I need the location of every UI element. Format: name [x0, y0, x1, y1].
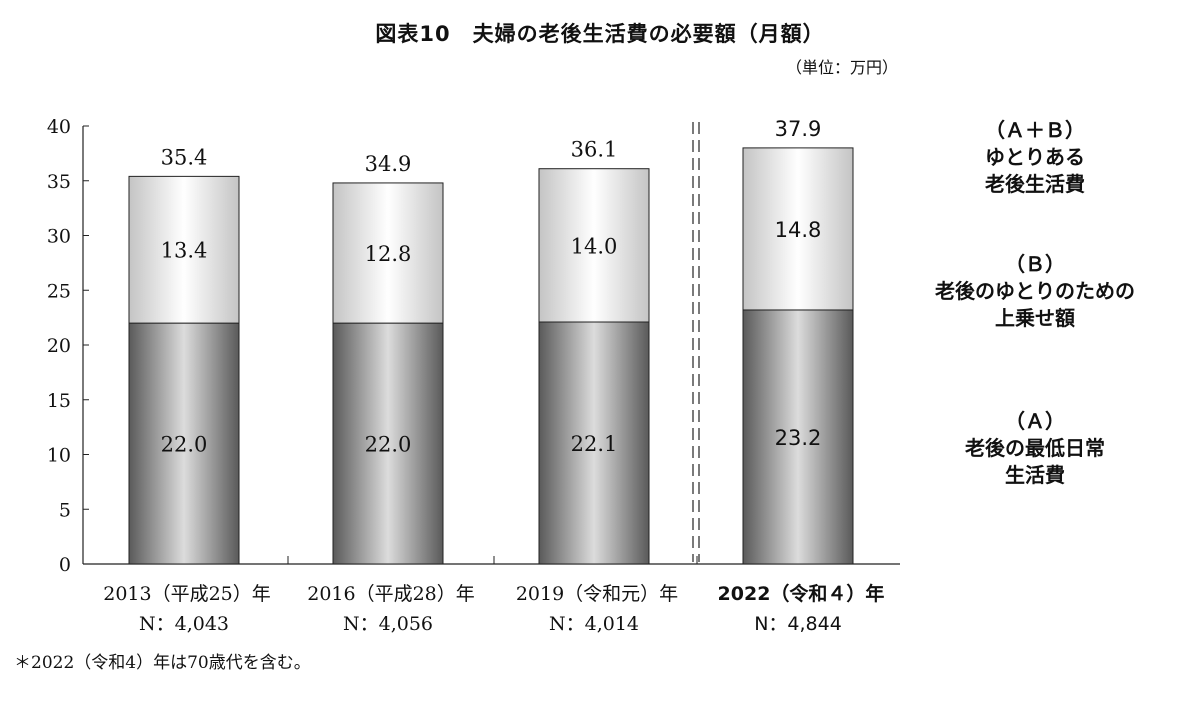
- bar-segment-a: [538, 321, 650, 565]
- data-label-b: 12.8: [365, 242, 412, 266]
- data-label-total: 35.4: [161, 145, 208, 169]
- legend-line: 生活費: [1005, 463, 1065, 487]
- footnote: ＊2022（令和4）年は70歳代を含む。: [14, 653, 311, 673]
- unit-label: （単位：万円）: [785, 58, 898, 77]
- legend-line: 老後生活費: [985, 172, 1085, 196]
- y-tick-label: 40: [47, 116, 71, 138]
- sample-size-label: N：4,056: [343, 613, 433, 635]
- sample-size-label: N：4,014: [549, 613, 639, 635]
- bar-segment-b: [538, 168, 650, 323]
- y-tick-label: 30: [47, 226, 71, 248]
- bar-segment-a: [332, 322, 444, 565]
- sample-size-label: N：4,844: [754, 613, 842, 635]
- data-label-b: 13.4: [161, 239, 208, 263]
- data-label-a: 22.0: [365, 433, 412, 457]
- x-category-label: 2016（平成28）年: [307, 583, 475, 605]
- bar-segment-b: [128, 175, 240, 324]
- y-tick-label: 25: [47, 280, 71, 302]
- x-category-label: 2013（平成25）年: [103, 583, 271, 605]
- x-category-label: 2022（令和４）年: [718, 582, 885, 605]
- data-label-a: 23.2: [775, 426, 822, 450]
- y-tick-label: 10: [47, 445, 71, 467]
- legend-b: （Ｂ） 老後のゆとりのための 上乗せ額: [905, 251, 1165, 332]
- y-tick-label: 5: [59, 499, 71, 521]
- y-tick-label: 20: [47, 335, 71, 357]
- data-label-b: 14.8: [775, 218, 822, 242]
- y-tick-label: 35: [47, 171, 71, 193]
- legend-line: 上乗せ額: [995, 306, 1075, 330]
- data-label-a: 22.1: [571, 432, 618, 456]
- data-label-total: 37.9: [775, 117, 822, 141]
- x-category-label: 2019（令和元）年: [516, 583, 678, 605]
- data-label-total: 36.1: [571, 138, 618, 162]
- bar-segment-b: [742, 147, 854, 311]
- legend-line: 老後のゆとりのための: [935, 279, 1135, 303]
- legend-line: （Ｂ）: [1005, 252, 1065, 276]
- bar-segment-b: [332, 182, 444, 324]
- data-label-total: 34.9: [365, 152, 412, 176]
- sample-size-label: N：4,043: [139, 613, 229, 635]
- y-tick-label: 0: [59, 554, 71, 576]
- legend-a: （Ａ） 老後の最低日常 生活費: [905, 408, 1165, 489]
- legend-line: 老後の最低日常: [965, 436, 1105, 460]
- y-tick-label: 15: [47, 390, 71, 412]
- legend-line: （Ａ＋Ｂ）: [985, 118, 1085, 142]
- legend-a-plus-b: （Ａ＋Ｂ） ゆとりある 老後生活費: [905, 117, 1165, 198]
- legend-line: ゆとりある: [985, 145, 1085, 169]
- data-label-a: 22.0: [161, 433, 208, 457]
- data-label-b: 14.0: [571, 234, 618, 258]
- chart-title: 図表10 夫婦の老後生活費の必要額（月額）: [375, 22, 825, 46]
- legend-line: （Ａ）: [1005, 409, 1065, 433]
